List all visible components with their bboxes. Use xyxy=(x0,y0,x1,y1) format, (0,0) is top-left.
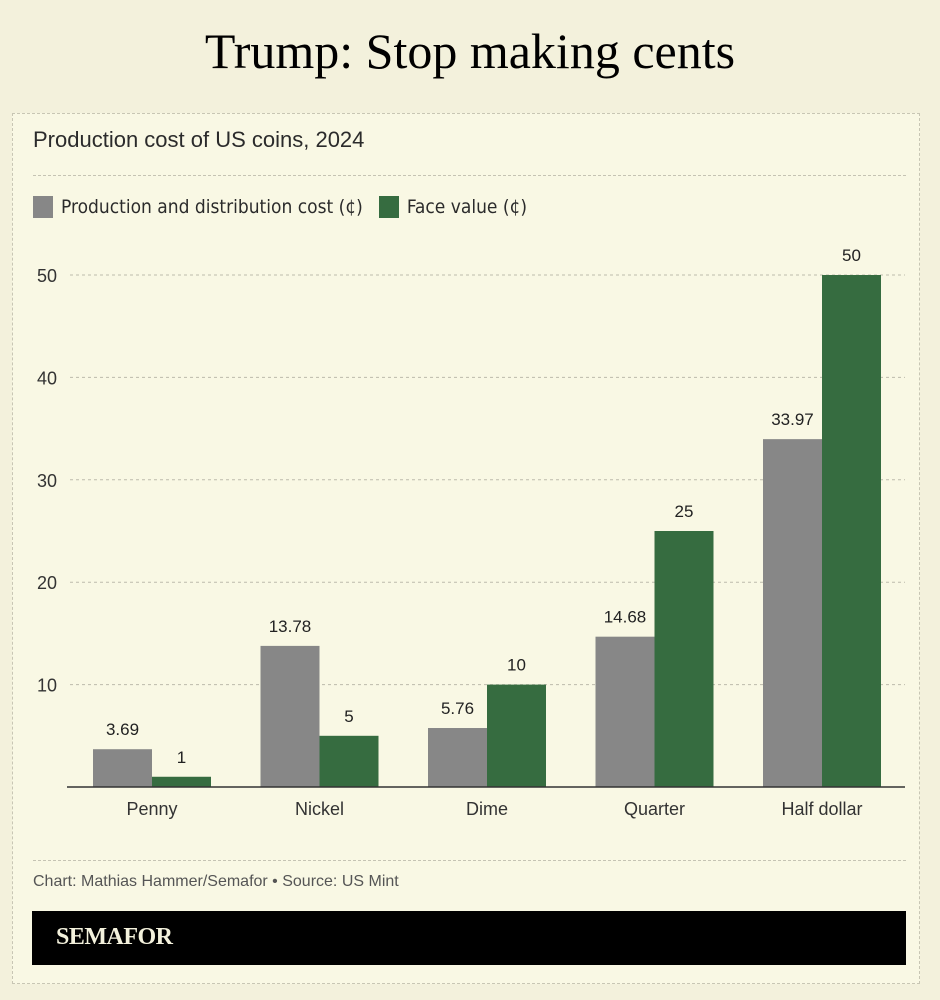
legend-item-cost: Production and distribution cost (¢) xyxy=(33,196,363,218)
y-tick-label: 50 xyxy=(37,266,57,286)
bar-face xyxy=(152,776,211,787)
bar-cost xyxy=(93,749,152,787)
bar-face xyxy=(822,275,881,787)
x-tick-label: Quarter xyxy=(624,799,685,819)
bar-cost xyxy=(260,645,320,787)
x-tick-label: Nickel xyxy=(295,799,344,819)
y-tick-label: 30 xyxy=(37,471,57,491)
x-tick-label: Half dollar xyxy=(781,799,862,819)
legend-swatch-face xyxy=(378,196,399,218)
divider xyxy=(33,175,906,176)
data-label: 13.78 xyxy=(269,617,312,636)
data-label: 14.68 xyxy=(604,608,647,627)
bar-cost xyxy=(428,728,487,787)
data-label: 1 xyxy=(177,748,186,767)
bar-face xyxy=(319,735,379,787)
legend-item-face: Face value (¢) xyxy=(378,196,528,218)
semafor-logo: SEMAFOR xyxy=(56,924,173,950)
y-tick-label: 20 xyxy=(37,573,57,593)
x-tick-label: Dime xyxy=(466,799,508,819)
x-tick-label: Penny xyxy=(126,799,177,819)
bar-face xyxy=(487,684,546,787)
data-label: 33.97 xyxy=(771,410,814,429)
data-label: 3.69 xyxy=(106,720,139,739)
legend-label: Face value (¢) xyxy=(406,196,528,218)
chart-title: Production cost of US coins, 2024 xyxy=(33,127,365,152)
y-tick-label: 40 xyxy=(37,368,57,388)
legend: Production and distribution cost (¢) Fac… xyxy=(33,196,543,218)
brand-bar: SEMAFOR xyxy=(32,911,906,965)
headline: Trump: Stop making cents xyxy=(204,23,736,79)
legend-swatch-cost xyxy=(33,196,53,218)
data-label: 50 xyxy=(842,246,861,265)
data-label: 10 xyxy=(507,656,526,675)
y-tick-label: 10 xyxy=(37,676,57,696)
bar-cost xyxy=(595,636,655,787)
legend-label: Production and distribution cost (¢) xyxy=(61,196,363,218)
bar-face xyxy=(654,531,714,787)
data-label: 5 xyxy=(344,707,353,726)
divider xyxy=(33,860,906,861)
credit: Chart: Mathias Hammer/Semafor • Source: … xyxy=(33,873,399,890)
data-label: 25 xyxy=(675,502,694,521)
data-label: 5.76 xyxy=(441,699,474,718)
bar-cost xyxy=(763,439,822,787)
